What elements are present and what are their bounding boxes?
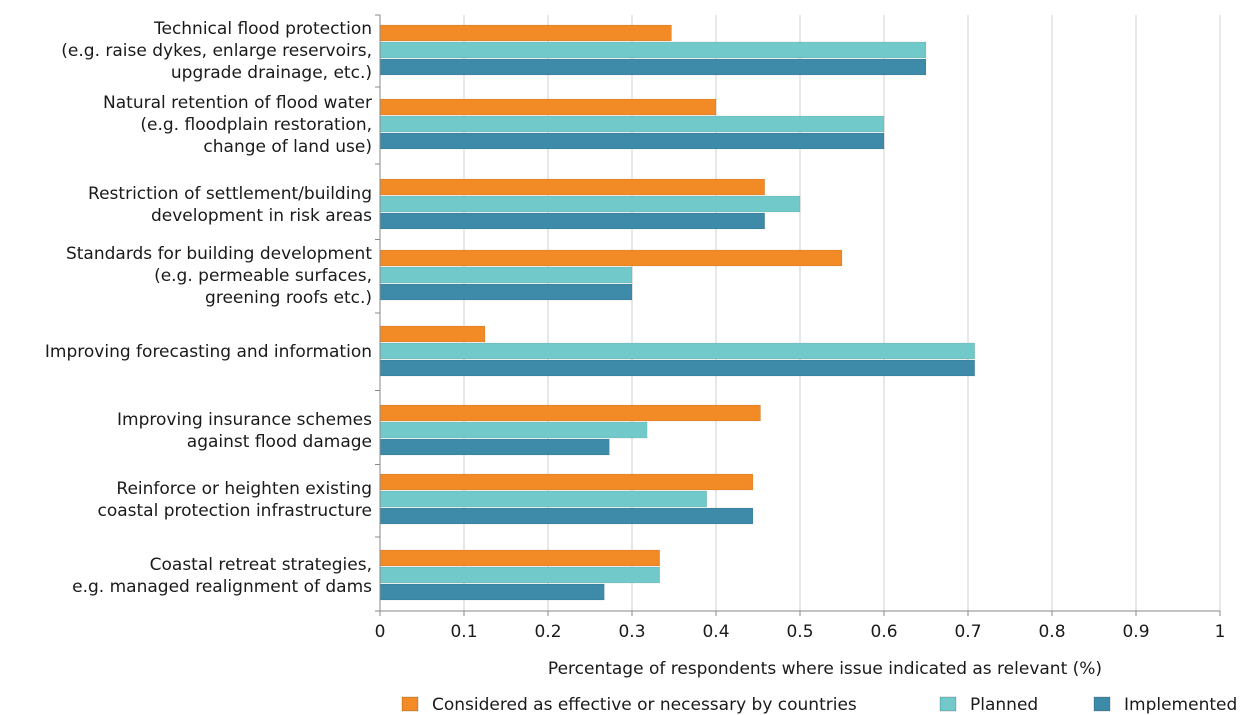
x-tick-label: 1 [1215, 622, 1226, 642]
legend: Considered as effective or necessary by … [401, 695, 1237, 715]
category-label-line: coastal protection infrastructure [97, 501, 372, 521]
legend-swatch [401, 696, 419, 712]
category-label: Improving insurance schemes against flood… [117, 410, 372, 452]
bar-considered-2 [379, 178, 765, 196]
bar-planned-6 [379, 490, 708, 508]
x-tick-label: 0 [375, 622, 386, 642]
category-label-line: against flood damage [187, 432, 372, 452]
bar-implemented-6 [379, 507, 754, 525]
category-label: Restriction of settlement/building develo… [88, 184, 372, 226]
category-label-line: Technical flood protection [153, 19, 372, 39]
bar-implemented-5 [379, 438, 610, 456]
x-tick-label: 0.1 [450, 622, 477, 642]
legend-swatch [1093, 696, 1111, 712]
category-label: Standards for building development (e.g. … [66, 244, 372, 308]
bar-considered-7 [379, 549, 660, 567]
bar-considered-4 [379, 325, 486, 343]
category-label-line: Natural retention of flood water [103, 93, 372, 113]
category-label-line: Standards for building development [66, 244, 372, 264]
bar-planned-3 [379, 266, 633, 284]
bar-implemented-0 [379, 58, 927, 76]
category-labels: Technical flood protection (e.g. raise dy… [45, 19, 372, 597]
bar-planned-5 [379, 421, 648, 439]
axes [375, 14, 1221, 616]
bar-considered-1 [379, 98, 717, 116]
bar-considered-3 [379, 249, 843, 267]
category-label-line: e.g. managed realignment of dams [72, 577, 372, 597]
category-label-line: (e.g. floodplain restoration, [140, 115, 372, 135]
category-label-line: Reinforce or heighten existing [116, 479, 372, 499]
bar-planned-1 [379, 115, 885, 133]
category-label: Coastal retreat strategies, e.g. managed … [72, 555, 372, 597]
category-label-line: greening roofs etc.) [205, 288, 372, 308]
bar-considered-6 [379, 473, 754, 491]
category-label-line: Improving insurance schemes [117, 410, 372, 430]
x-tick-label: 0.9 [1122, 622, 1149, 642]
x-tick-label: 0.3 [618, 622, 645, 642]
bar-implemented-2 [379, 212, 765, 230]
bar-planned-7 [379, 566, 660, 584]
bar-implemented-4 [379, 359, 975, 377]
x-tick-label: 0.2 [534, 622, 561, 642]
x-tick-labels: 0 0.1 0.2 0.3 0.4 0.5 0.6 0.7 0.8 0.9 1 [375, 622, 1226, 642]
x-axis-title: Percentage of respondents where issue in… [548, 659, 1102, 679]
legend-label: Planned [970, 695, 1038, 715]
bars [379, 24, 975, 601]
bar-considered-0 [379, 24, 672, 42]
category-label-line: development in risk areas [151, 206, 372, 226]
category-label: Natural retention of flood water (e.g. fl… [103, 93, 372, 157]
x-tick-label: 0.7 [954, 622, 981, 642]
category-label: Improving forecasting and information [45, 342, 372, 362]
x-tick-label: 0.8 [1038, 622, 1065, 642]
bar-implemented-1 [379, 132, 885, 150]
legend-label: Implemented [1124, 695, 1237, 715]
x-tick-label: 0.5 [786, 622, 813, 642]
category-label-line: Restriction of settlement/building [88, 184, 372, 204]
legend-swatch [939, 696, 957, 712]
category-label-line: (e.g. raise dykes, enlarge reservoirs, [61, 41, 372, 61]
bar-planned-2 [379, 195, 801, 213]
bar-implemented-3 [379, 283, 633, 301]
category-label-line: upgrade drainage, etc.) [171, 63, 372, 83]
category-label-line: change of land use) [203, 137, 372, 157]
bar-considered-5 [379, 404, 761, 422]
category-label-line: Improving forecasting and information [45, 342, 372, 362]
x-tick-label: 0.4 [702, 622, 729, 642]
category-label: Reinforce or heighten existing coastal pr… [97, 479, 372, 521]
bar-implemented-7 [379, 583, 605, 601]
legend-label: Considered as effective or necessary by … [432, 695, 857, 715]
bar-planned-0 [379, 41, 927, 59]
bar-planned-4 [379, 342, 975, 360]
category-label: Technical flood protection (e.g. raise dy… [61, 19, 372, 83]
category-label-line: (e.g. permeable surfaces, [154, 266, 372, 286]
category-label-line: Coastal retreat strategies, [150, 555, 372, 575]
x-tick-label: 0.6 [870, 622, 897, 642]
